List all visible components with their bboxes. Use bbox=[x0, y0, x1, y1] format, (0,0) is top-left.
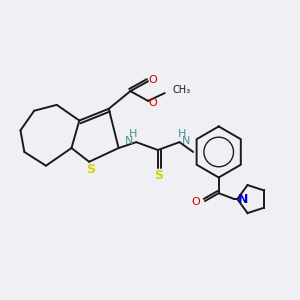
Text: N: N bbox=[238, 193, 249, 206]
Text: O: O bbox=[191, 197, 200, 207]
Text: O: O bbox=[148, 75, 157, 85]
Text: O: O bbox=[148, 98, 157, 108]
Text: N: N bbox=[182, 136, 190, 146]
Text: S: S bbox=[154, 169, 163, 182]
Text: N: N bbox=[125, 136, 134, 146]
Text: H: H bbox=[178, 129, 187, 139]
Text: CH₃: CH₃ bbox=[172, 85, 191, 95]
Text: S: S bbox=[85, 163, 94, 176]
Text: H: H bbox=[129, 129, 137, 139]
